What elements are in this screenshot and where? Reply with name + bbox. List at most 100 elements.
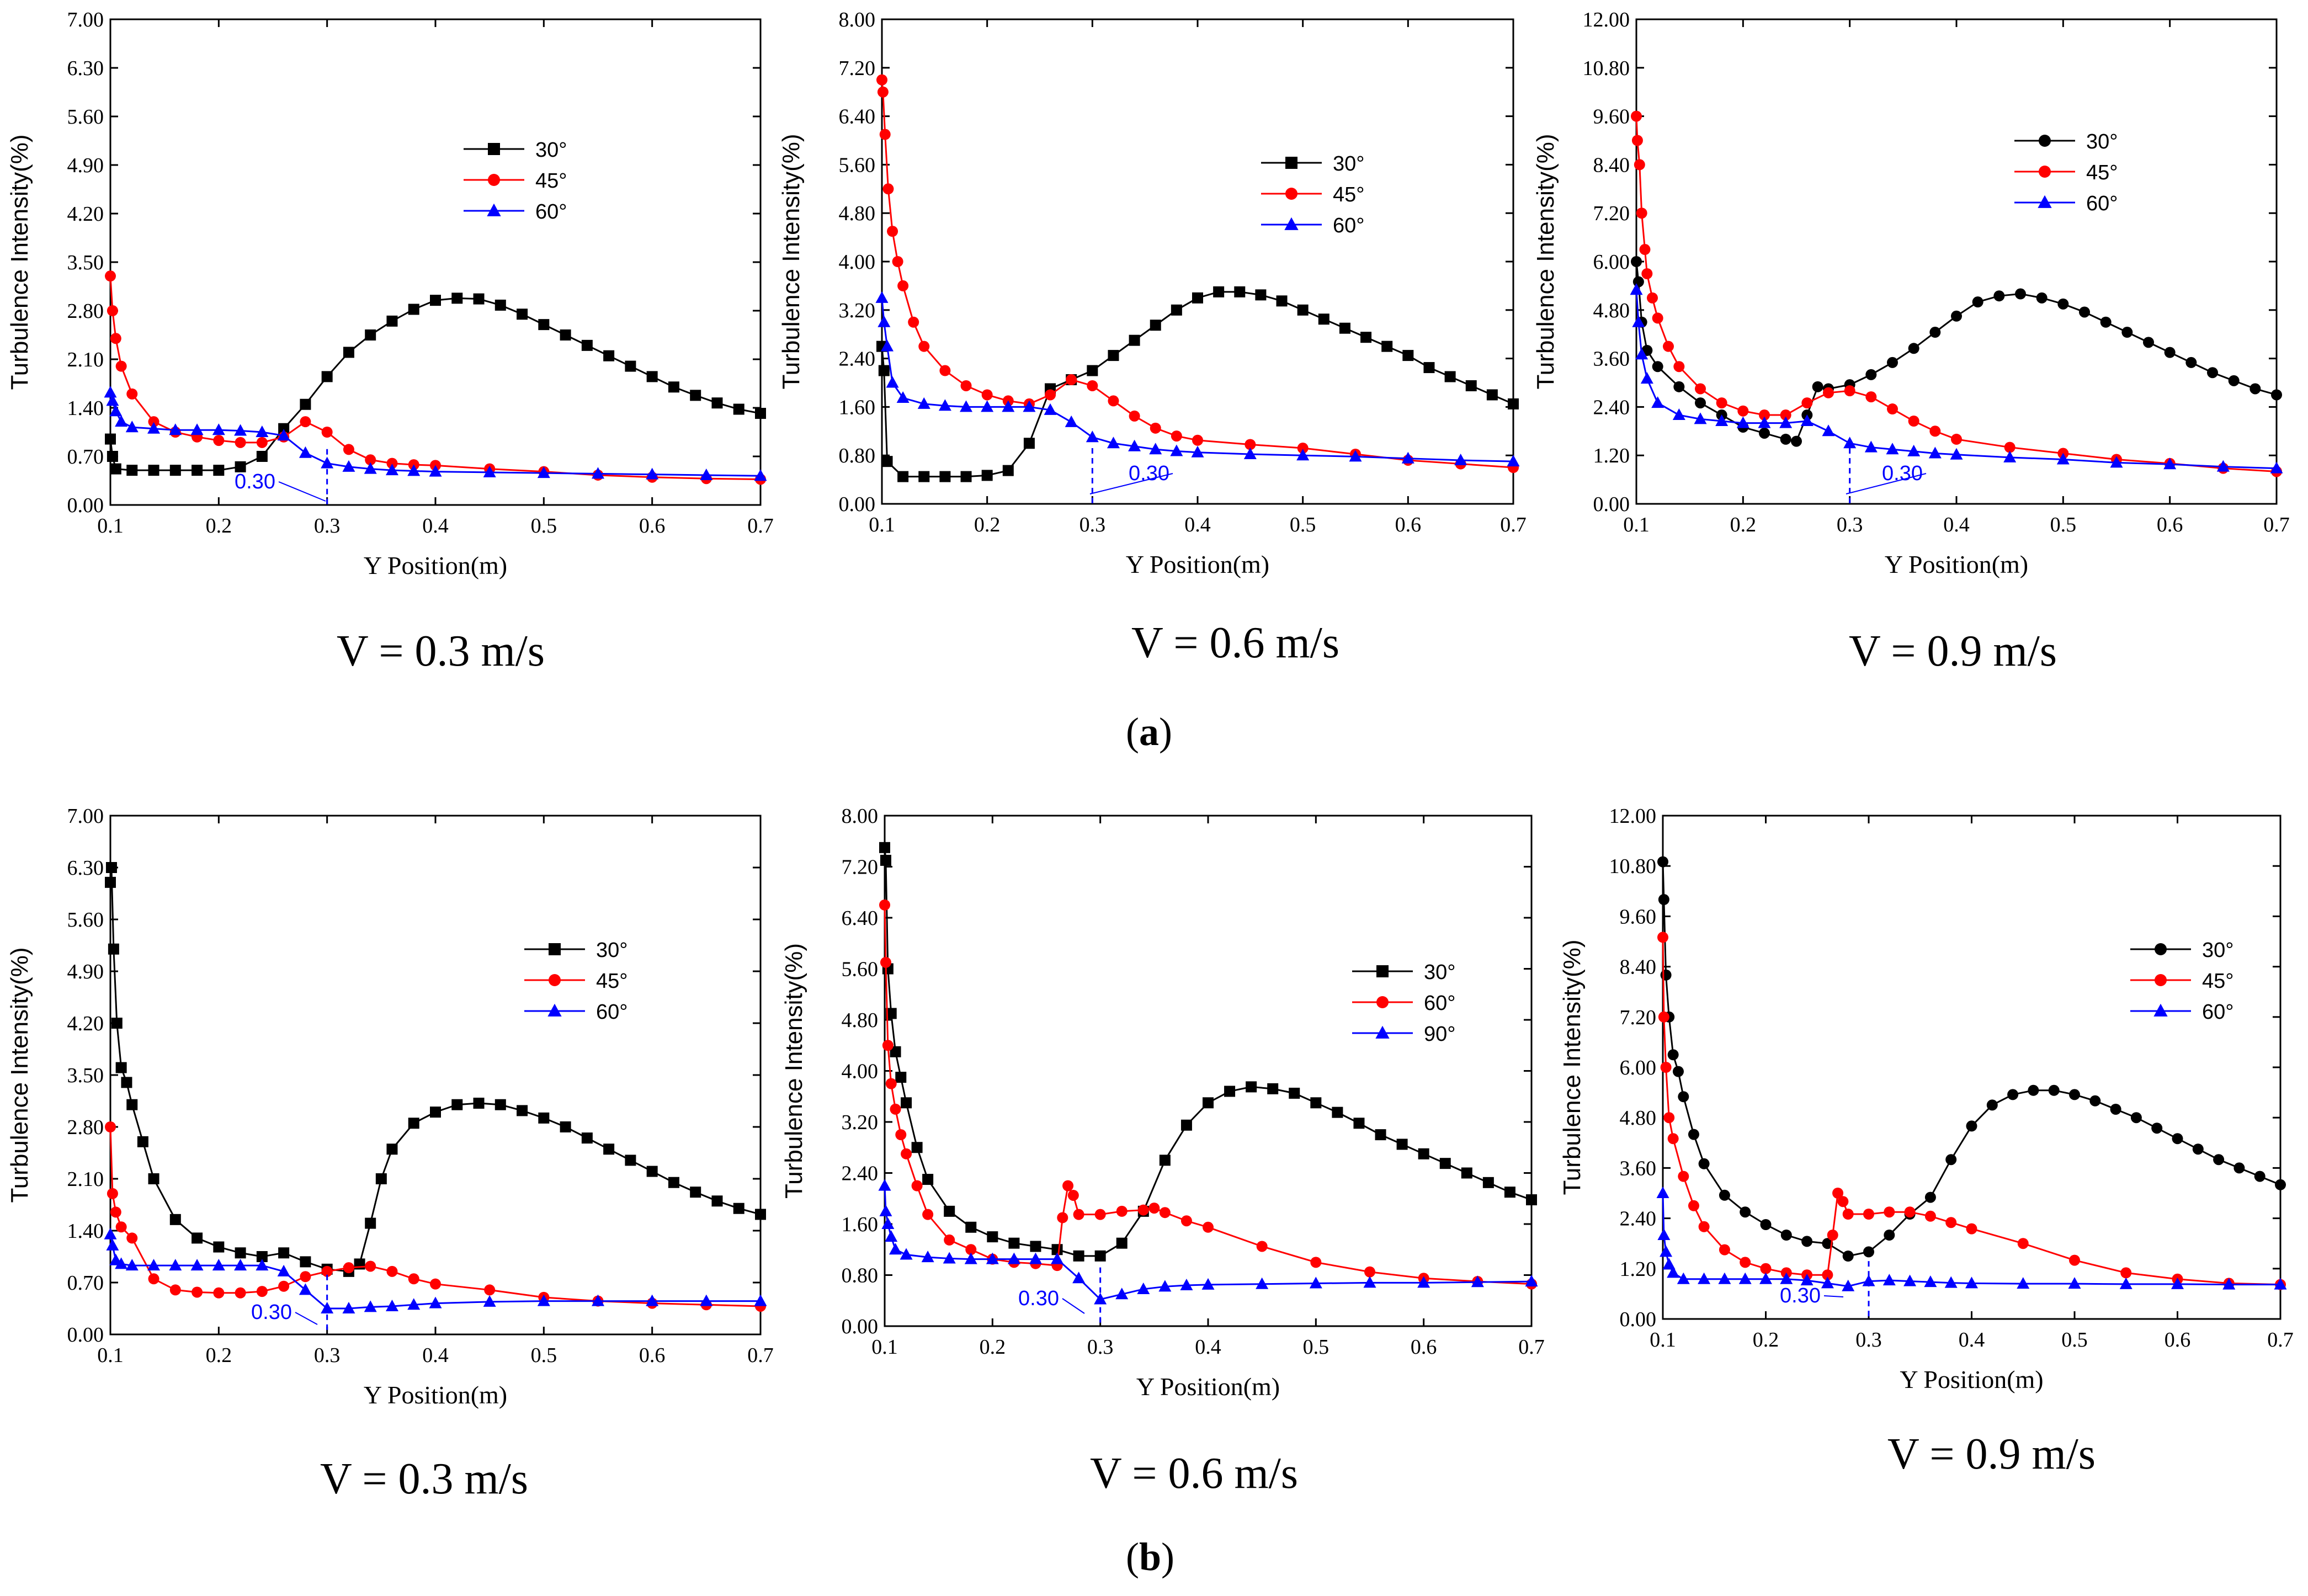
legend-marker [1376,965,1389,977]
legend-marker [1285,157,1297,169]
data-point-series-1 [880,854,891,866]
data-point-series-3 [1107,437,1120,449]
data-point-series-3 [1651,396,1664,408]
data-point-series-2 [1203,1221,1214,1233]
data-point-series-1 [1360,332,1372,343]
data-point-series-2 [1636,208,1647,219]
data-point-series-2 [235,437,246,448]
data-point-series-1 [1822,1238,1833,1249]
data-point-series-3 [1065,415,1078,427]
data-point-series-1 [965,1221,977,1233]
y-axis-label: Turbulence Intensity(%) [6,947,33,1203]
data-point-series-1 [1150,320,1161,331]
data-point-series-3 [1201,1278,1215,1290]
data-point-series-1 [2069,1089,2080,1100]
data-point-series-1 [2036,292,2048,304]
data-point-series-1 [430,295,441,306]
data-point-series-1 [1002,465,1014,476]
data-point-series-3 [234,1259,247,1271]
data-point-series-1 [494,299,506,311]
caption-a-3: V = 0.9 m/s [1849,627,2057,675]
x-axis-label: Y Position(m) [1900,1365,2043,1393]
data-point-series-3 [2056,453,2070,465]
data-point-series-2 [901,1148,912,1159]
plot-frame [884,815,1533,1327]
data-point-series-3 [921,1251,934,1263]
y-tick-label: 6.40 [842,907,879,930]
data-point-series-2 [300,416,311,428]
data-point-series-3 [1718,1272,1731,1284]
data-point-series-3 [1158,1280,1172,1292]
data-point-series-3 [1924,1275,1937,1288]
data-point-series-3 [2274,1278,2287,1290]
data-point-series-1 [881,456,893,467]
data-point-series-1 [1423,362,1435,374]
data-point-series-1 [1884,1230,1895,1241]
legend-label: 90° [1424,1023,1455,1046]
data-point-series-1 [107,451,118,462]
y-tick-label: 2.40 [842,1162,879,1185]
chart-1: 0.00 0.70 1.40 2.10 2.80 3.50 4.20 4.90 5.60 6.30… [6,8,774,579]
data-point-series-1 [1812,381,1823,392]
legend-marker [1285,188,1297,200]
data-point-series-2 [960,380,972,391]
data-point-series-1 [2185,357,2197,368]
data-point-series-3 [1715,414,1729,427]
series-line-1 [109,867,761,1273]
data-point-series-1 [126,1099,138,1110]
data-point-series-2 [115,1221,127,1233]
x-tick-label: 0.6 [639,1344,666,1367]
x-tick-label: 0.4 [1184,513,1211,536]
data-point-series-1 [386,315,398,327]
data-point-series-2 [321,427,333,438]
data-point-series-1 [2028,1084,2039,1096]
data-point-series-3 [646,1294,659,1306]
data-point-series-2 [1924,1210,1936,1222]
data-point-series-3 [1882,1274,1896,1286]
data-point-series-1 [2143,337,2154,348]
data-point-series-2 [1951,433,1962,445]
data-point-series-2 [1908,416,1919,427]
x-tick-label: 0.6 [1411,1336,1437,1359]
y-tick-label: 1.40 [67,1220,104,1243]
data-point-series-1 [408,1118,419,1129]
data-point-series-3 [115,1257,128,1269]
data-point-series-3 [483,1295,496,1307]
data-point-series-2 [386,457,398,469]
x-tick-label: 0.5 [2050,513,2077,536]
legend-marker [487,203,501,216]
data-point-series-3 [943,1252,956,1264]
y-tick-label: 3.60 [1593,348,1630,371]
data-point-series-1 [213,1241,225,1253]
data-point-series-3 [2003,450,2017,462]
data-point-series-1 [1008,1237,1020,1249]
data-point-series-3 [364,462,377,474]
data-point-series-3 [2171,1277,2184,1289]
data-point-series-3 [277,429,290,441]
data-point-series-3 [1635,348,1648,360]
series-line-2 [881,79,1514,469]
y-tick-label: 1.20 [1620,1258,1657,1281]
y-tick-label: 5.60 [67,105,104,129]
data-point-series-1 [918,471,930,482]
legend-label: 60° [535,200,567,224]
data-point-series-1 [1780,1230,1792,1241]
data-point-series-2 [1108,395,1119,407]
data-point-series-2 [484,1284,496,1296]
data-point-series-3 [1864,440,1878,453]
data-point-series-2 [115,360,127,372]
data-point-series-1 [256,1251,268,1262]
y-tick-label: 10.80 [1609,855,1657,878]
data-point-series-3 [1800,1274,1814,1286]
data-point-series-3 [256,425,269,437]
data-point-series-3 [1736,416,1749,428]
data-point-series-1 [1310,1097,1322,1109]
data-point-series-3 [429,465,442,477]
data-point-series-3 [1128,439,1141,451]
data-point-series-2 [321,1265,333,1277]
data-point-series-1 [2121,327,2133,338]
data-point-series-1 [1289,1087,1300,1099]
data-point-series-1 [711,397,723,409]
y-tick-label: 9.60 [1620,905,1657,928]
legend-marker [547,1003,562,1017]
